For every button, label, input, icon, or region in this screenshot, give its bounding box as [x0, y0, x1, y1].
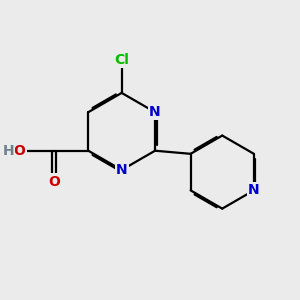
Text: O: O — [14, 144, 26, 158]
Text: H: H — [2, 144, 14, 158]
Text: N: N — [116, 163, 127, 177]
Text: Cl: Cl — [114, 53, 129, 67]
Text: O: O — [48, 175, 60, 188]
Text: N: N — [248, 183, 260, 197]
Text: N: N — [149, 105, 161, 119]
